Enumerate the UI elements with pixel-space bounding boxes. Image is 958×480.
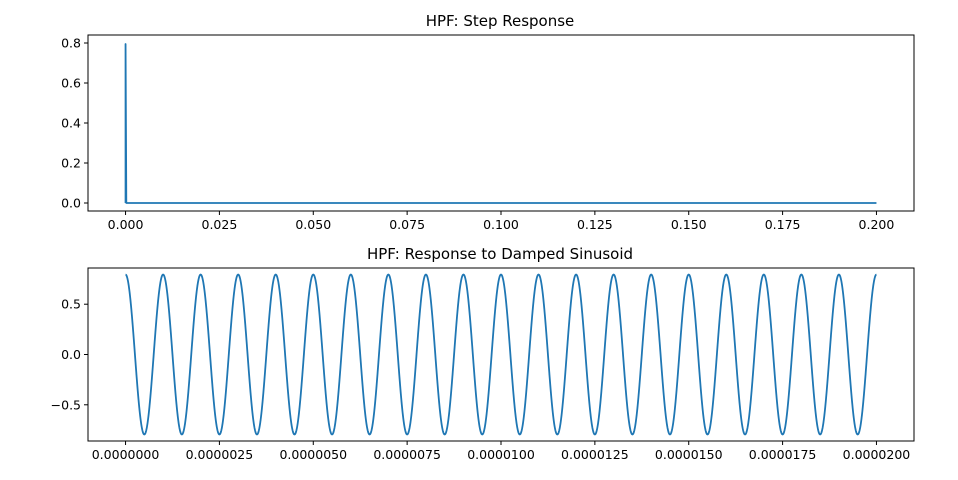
x-tick-label: 0.175 xyxy=(765,217,801,232)
x-tick-label: 0.0000075 xyxy=(373,447,441,462)
y-tick-label: 0.4 xyxy=(61,116,81,131)
x-tick-label: 0.0000025 xyxy=(186,447,254,462)
series-line xyxy=(124,273,878,436)
x-tick-label: 0.000 xyxy=(108,217,144,232)
x-tick-label: 0.100 xyxy=(483,217,519,232)
x-tick-label: 0.0000000 xyxy=(92,447,160,462)
y-tick-label: 0.2 xyxy=(61,156,81,171)
x-tick-label: 0.125 xyxy=(577,217,613,232)
y-tick-label: 0.0 xyxy=(61,196,81,211)
chart-title: HPF: Response to Damped Sinusoid xyxy=(367,245,633,263)
subplot-damped-sinusoid: HPF: Response to Damped Sinusoid 0.00000… xyxy=(51,245,915,462)
x-tick-label: 0.075 xyxy=(389,217,425,232)
x-tick-label: 0.0000150 xyxy=(655,447,723,462)
y-tick-label: −0.5 xyxy=(51,397,81,412)
x-tick-label: 0.050 xyxy=(295,217,331,232)
y-tick-label: 0.5 xyxy=(61,297,81,312)
x-tick-label: 0.0000200 xyxy=(843,447,911,462)
x-tick-label: 0.0000175 xyxy=(749,447,817,462)
x-tick-label: 0.0000125 xyxy=(561,447,629,462)
series-line xyxy=(124,43,877,204)
y-tick-label: 0.6 xyxy=(61,76,81,91)
chart-title: HPF: Step Response xyxy=(426,12,575,30)
plot-area: 0.000 0.025 0.050 0.075 0.100 0.125 0.150 0.175… xyxy=(61,36,894,233)
axes-frame xyxy=(87,34,915,212)
y-tick-label: 0.8 xyxy=(61,36,81,51)
axes-frame xyxy=(87,267,915,442)
x-tick-label: 0.0000050 xyxy=(279,447,347,462)
plot-area: 0.0000000 0.0000025 0.0000050 0.0000075 0.00… xyxy=(51,273,911,462)
x-tick-label: 0.0000100 xyxy=(467,447,535,462)
y-tick-label: 0.0 xyxy=(61,347,81,362)
subplot-step-response: HPF: Step Response 0.000 0.025 0.050 0.075 0… xyxy=(61,12,915,233)
x-tick-label: 0.200 xyxy=(859,217,895,232)
x-tick-label: 0.025 xyxy=(202,217,238,232)
x-tick-label: 0.150 xyxy=(671,217,707,232)
